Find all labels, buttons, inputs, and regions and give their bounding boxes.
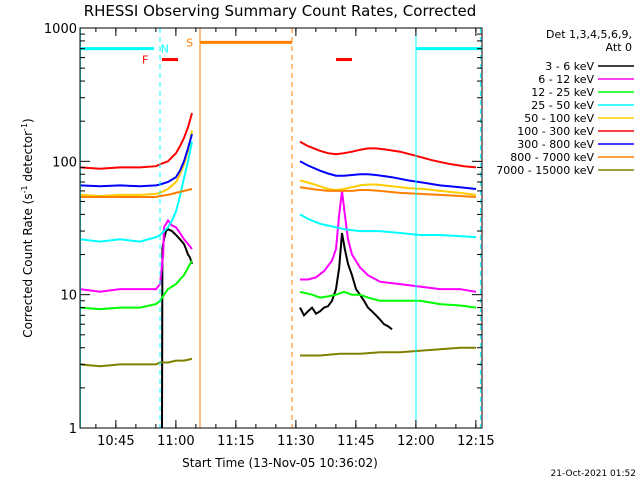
marker-label-2: S xyxy=(186,36,193,49)
y-tick-label-0: 1 xyxy=(69,422,77,437)
series-line-8-seg-1 xyxy=(300,346,476,357)
series-line-0-seg-1 xyxy=(299,232,393,331)
plot-frame xyxy=(79,27,483,429)
series-line-7-seg-0 xyxy=(80,188,193,198)
series-line-1-seg-1 xyxy=(300,190,477,293)
x-axis: 10:45 11:00 11:15 11:30 11:45 12:00 12:15 xyxy=(95,28,495,449)
y-tick-label-3: 1000 xyxy=(44,22,77,37)
series-line-6-seg-1 xyxy=(299,160,477,190)
x-tick-label-2: 11:15 xyxy=(217,434,254,449)
y-tick-label-2: 100 xyxy=(52,155,77,170)
footer-date: 21-Oct-2021 01:52 xyxy=(551,469,636,479)
legend-entry-label-0: 3 - 6 keV xyxy=(545,60,594,73)
x-tick-label-3: 11:30 xyxy=(277,434,314,449)
y-tick-label-1: 10 xyxy=(60,289,77,304)
y-axis-label: Corrected Count Rate (s-1 detector-1) xyxy=(20,118,35,337)
legend-entry-label-5: 100 - 300 keV xyxy=(517,125,594,138)
x-tick-label-1: 11:00 xyxy=(157,434,194,449)
legend-entry-label-8: 7000 - 15000 keV xyxy=(496,164,594,177)
legend-entry-label-3: 25 - 50 keV xyxy=(531,99,594,112)
series-line-5-seg-0 xyxy=(79,112,193,170)
annotations: FN S xyxy=(79,28,481,428)
marker-label-1: N xyxy=(161,43,169,56)
series-line-7-seg-1 xyxy=(299,186,477,198)
series-line-2-seg-0 xyxy=(79,260,193,311)
legend-header-line-2: Att 0 xyxy=(606,41,632,54)
x-tick-label-0: 10:45 xyxy=(97,434,134,449)
y-axis: 1 10 100 1000 xyxy=(44,22,482,437)
chart-title: RHESSI Observing Summary Count Rates, Co… xyxy=(84,2,477,20)
legend-header-line-1: Det 1,3,4,5,6,9, xyxy=(546,28,632,41)
series-line-6-seg-0 xyxy=(79,133,193,188)
x-tick-label-4: 11:45 xyxy=(337,434,374,449)
x-tick-label-5: 12:00 xyxy=(397,434,434,449)
series-line-1-seg-0 xyxy=(79,218,193,293)
series-line-3-seg-0 xyxy=(79,141,193,243)
series-line-8-seg-0 xyxy=(79,357,193,368)
series-line-3-seg-1 xyxy=(299,213,477,239)
series-line-0-seg-0 xyxy=(161,228,193,429)
legend-entry-label-7: 800 - 7000 keV xyxy=(510,151,594,164)
series-lines xyxy=(79,112,477,429)
legend-entry-label-6: 300 - 800 keV xyxy=(517,138,594,151)
legend-entry-label-4: 50 - 100 keV xyxy=(524,112,594,125)
legend-entry-label-2: 12 - 25 keV xyxy=(531,86,594,99)
marker-label-0: F xyxy=(142,54,148,67)
series-line-2-seg-1 xyxy=(299,290,477,309)
legend-entry-label-1: 6 - 12 keV xyxy=(538,73,594,86)
x-axis-label: Start Time (13-Nov-05 10:36:02) xyxy=(182,456,378,470)
x-tick-label-6: 12:15 xyxy=(457,434,494,449)
series-line-5-seg-1 xyxy=(299,140,477,169)
series-line-4-seg-1 xyxy=(299,179,477,196)
